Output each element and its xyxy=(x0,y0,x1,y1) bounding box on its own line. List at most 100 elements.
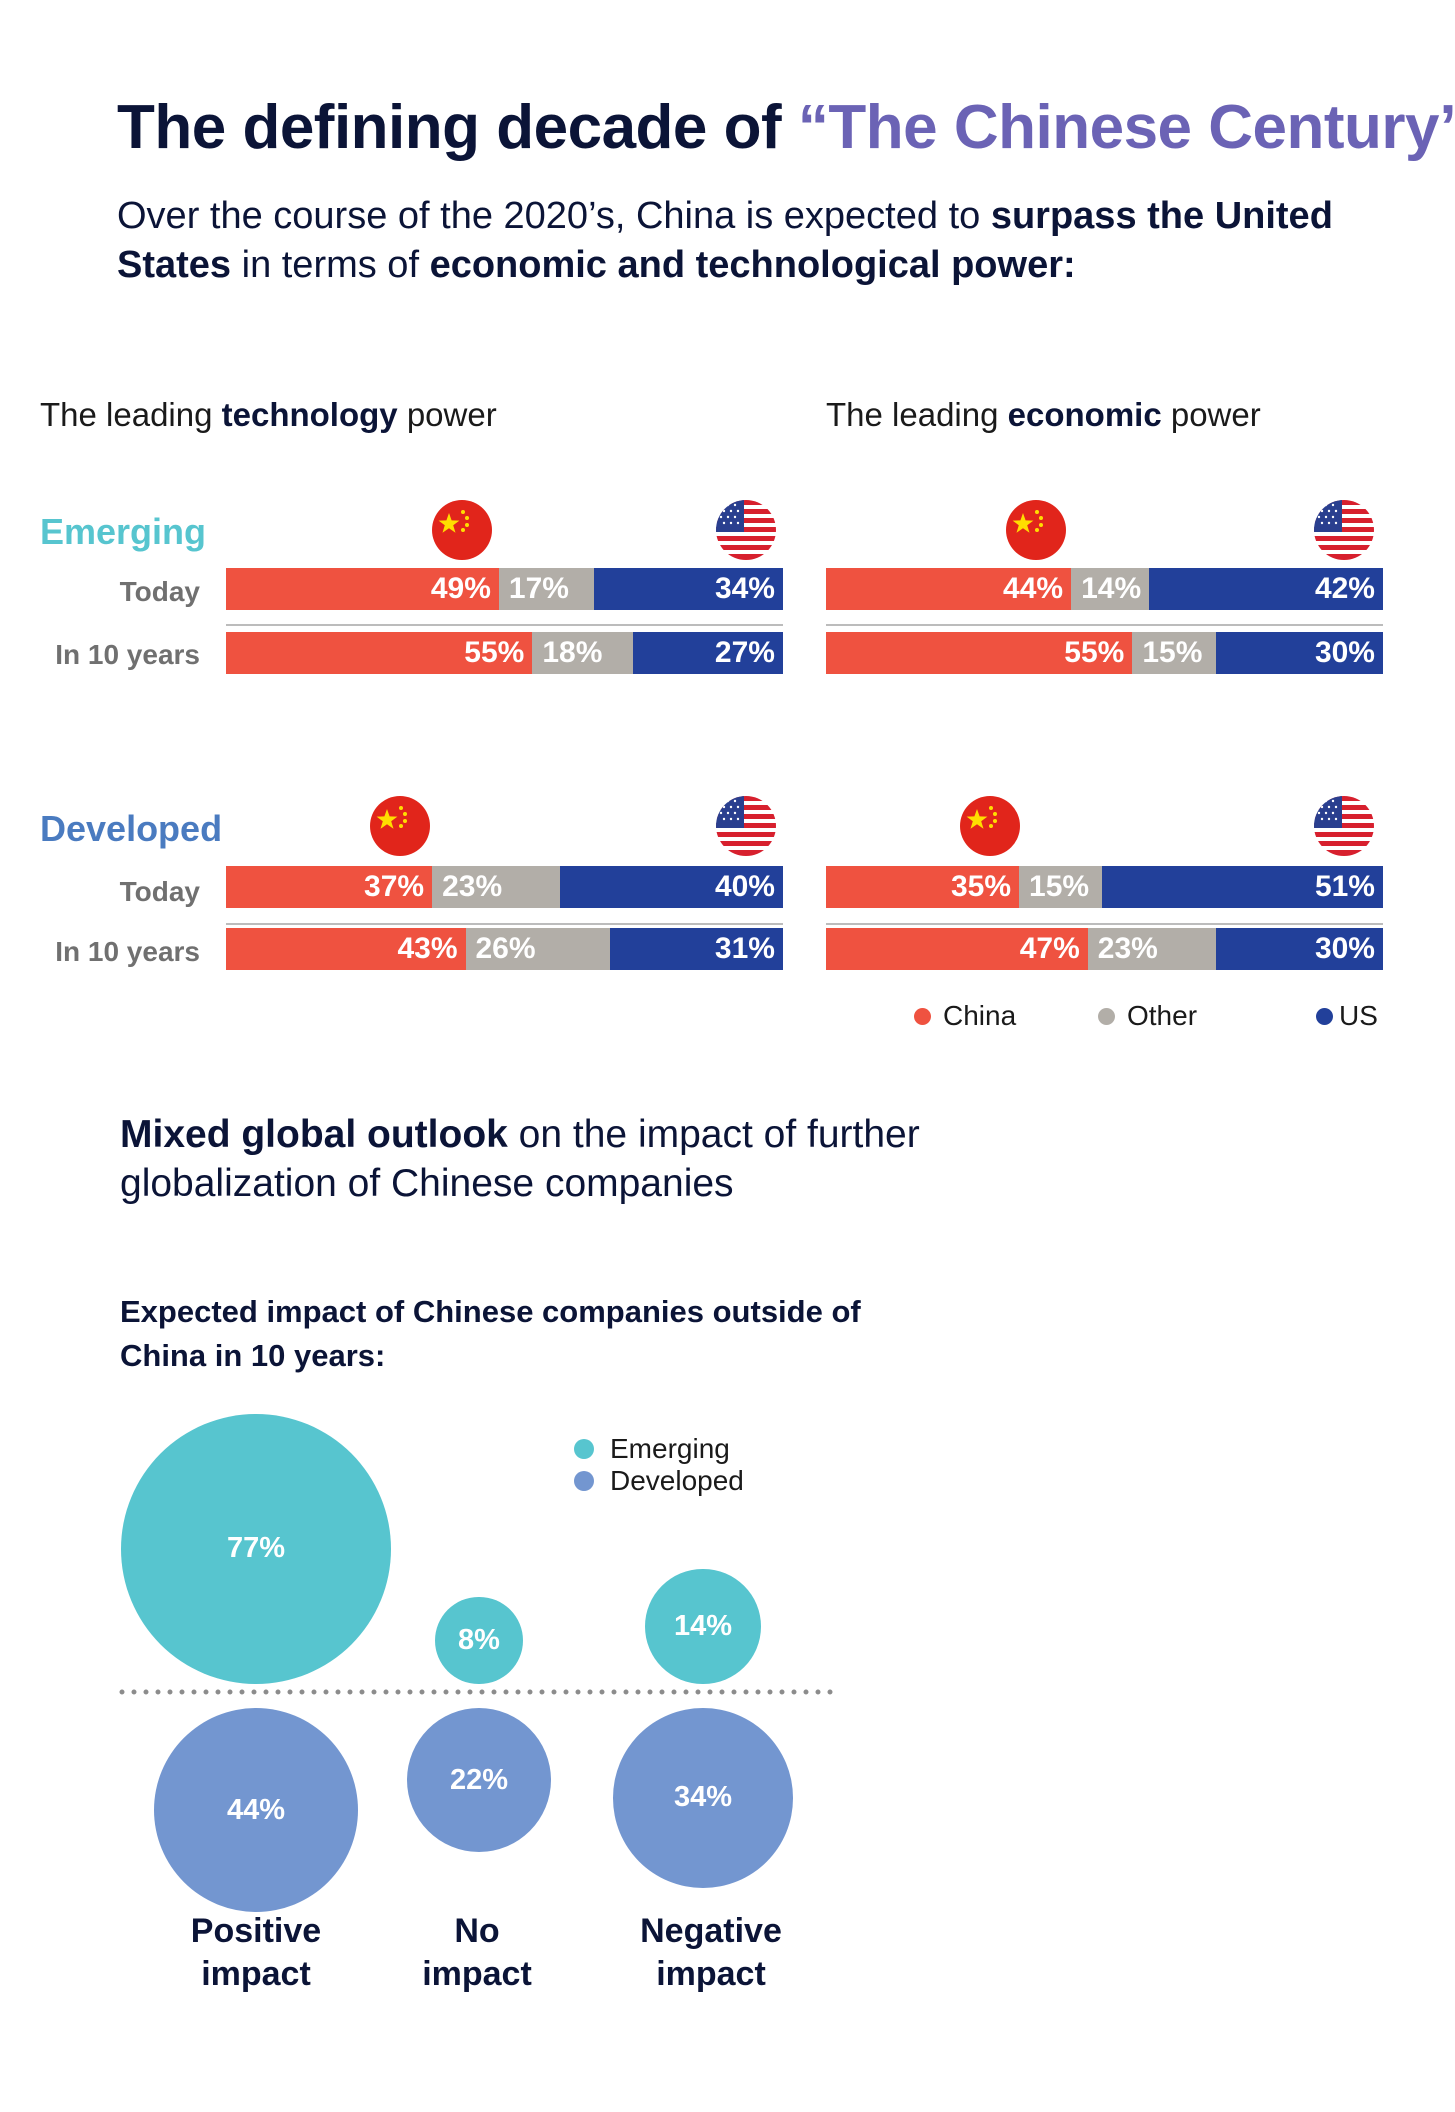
data-label: 18% xyxy=(542,636,603,669)
data-label: 44% xyxy=(226,1793,286,1826)
data-label: 27% xyxy=(714,636,775,669)
data-label: 43% xyxy=(397,932,458,965)
emerging-bubble: 77% xyxy=(120,1413,392,1684)
data-label: 30% xyxy=(1314,636,1375,669)
emerging-dot-icon xyxy=(574,1439,594,1459)
us-segment: 42% xyxy=(1149,568,1383,610)
other-segment: 15% xyxy=(1019,866,1102,908)
china-segment: 43% xyxy=(226,928,466,970)
data-label: 17% xyxy=(508,572,569,605)
data-label: 15% xyxy=(1029,870,1090,903)
china-segment: 49% xyxy=(226,568,499,610)
technology-section-title: The leading technology power xyxy=(40,396,497,434)
china-dot-icon xyxy=(914,1007,931,1025)
row-label-emerging-today: Today xyxy=(119,576,200,607)
china-flag-icon xyxy=(960,796,1020,856)
legend-label: Emerging xyxy=(610,1433,730,1464)
stacked-bar: 43% 26% 31% xyxy=(226,928,783,970)
china-flag-icon xyxy=(1006,500,1066,560)
developed-bubble: 22% xyxy=(406,1708,552,1853)
other-segment: 14% xyxy=(1071,568,1150,610)
legend-other: Other xyxy=(1098,1000,1197,1032)
us-segment: 31% xyxy=(610,928,783,970)
outlook-rest: on the impact of further globalization o… xyxy=(120,1113,920,1205)
stacked-bar: 49% 17% 34% xyxy=(226,568,783,610)
title-main: The defining decade of xyxy=(117,93,798,162)
data-label: 26% xyxy=(475,932,536,965)
divider xyxy=(826,923,1383,925)
data-label: 23% xyxy=(442,870,503,903)
china-segment: 37% xyxy=(226,866,433,908)
data-label: 37% xyxy=(364,870,425,903)
legend-label: Other xyxy=(1127,1000,1198,1031)
data-label: 34% xyxy=(714,572,775,605)
data-label: 42% xyxy=(1314,572,1375,605)
divider xyxy=(226,923,783,925)
us-segment: 34% xyxy=(593,568,783,610)
emerging-bubble: 14% xyxy=(645,1568,761,1684)
econ-title-post: power xyxy=(1161,396,1261,433)
category-label-line: impact xyxy=(656,1955,766,1993)
stacked-bar: 55% 15% 30% xyxy=(826,632,1383,674)
row-label-developed-10y: In 10 years xyxy=(55,936,200,967)
china-segment: 55% xyxy=(826,632,1133,674)
economic-section-title: The leading economic power xyxy=(826,396,1261,434)
row-label-developed-today: Today xyxy=(119,876,200,907)
china-segment: 44% xyxy=(826,568,1072,610)
data-label: 77% xyxy=(226,1532,286,1565)
impact-chart-title: Expected impact of Chinese companies out… xyxy=(120,1294,861,1373)
data-label: 55% xyxy=(464,636,525,669)
subtitle-part-3: economic and technological power: xyxy=(429,244,1076,286)
other-segment: 15% xyxy=(1132,632,1216,674)
tech-title-pre: The leading xyxy=(40,396,222,433)
econ-title-bold: economic xyxy=(1007,396,1162,433)
category-positive-impact: Positive impact xyxy=(106,1910,406,1996)
data-label: 23% xyxy=(1097,932,1158,965)
data-label: 51% xyxy=(1314,870,1375,903)
other-segment: 23% xyxy=(1087,928,1216,970)
china-segment: 55% xyxy=(226,632,533,674)
china-flag-icon xyxy=(370,796,430,856)
china-segment: 47% xyxy=(826,928,1088,970)
legend-label: US xyxy=(1339,1000,1378,1031)
data-label: 15% xyxy=(1142,636,1203,669)
subtitle-part-2: in terms of xyxy=(231,244,430,286)
data-label: 22% xyxy=(449,1763,509,1796)
divider xyxy=(826,624,1383,626)
category-label-line: impact xyxy=(422,1955,532,1993)
category-label-line: impact xyxy=(201,1955,311,1993)
divider xyxy=(226,624,783,626)
stacked-bar: 55% 18% 27% xyxy=(226,632,783,674)
category-label-line: Negative xyxy=(640,1912,782,1950)
data-label: 30% xyxy=(1314,932,1375,965)
baseline-dotted xyxy=(119,1689,837,1695)
us-segment: 40% xyxy=(560,866,783,908)
category-negative-impact: Negative impact xyxy=(561,1910,861,1996)
legend-developed: Developed xyxy=(574,1465,744,1497)
china-flag-icon xyxy=(432,500,492,560)
subtitle-part-0: Over the course of the 2020’s, China is … xyxy=(117,195,991,237)
data-label: 14% xyxy=(1081,572,1142,605)
stacked-bar: 47% 23% 30% xyxy=(826,928,1383,970)
title-accent: “The Chinese Century” xyxy=(797,93,1455,162)
stacked-bar: 44% 14% 42% xyxy=(826,568,1383,610)
category-no-impact: No impact xyxy=(327,1910,627,1996)
econ-title-pre: The leading xyxy=(826,396,1008,433)
subtitle-part-1: surpass the United States xyxy=(117,195,1333,286)
data-label: 47% xyxy=(1019,932,1080,965)
data-label: 40% xyxy=(714,870,775,903)
outlook-heading: Mixed global outlook on the impact of fu… xyxy=(120,1110,1020,1208)
developed-bubble: 34% xyxy=(613,1708,793,1888)
us-flag-icon xyxy=(716,796,776,856)
legend-label: Developed xyxy=(610,1465,744,1496)
row-label-emerging-10y: In 10 years xyxy=(55,639,200,670)
other-segment: 17% xyxy=(498,568,594,610)
emerging-bubble: 8% xyxy=(435,1596,523,1684)
us-dot-icon xyxy=(1316,1007,1333,1025)
us-flag-icon xyxy=(1314,500,1374,560)
legend-us: US xyxy=(1316,1000,1378,1032)
group-label-developed: Developed xyxy=(40,808,223,849)
stacked-bar: 35% 15% 51% xyxy=(826,866,1383,908)
data-label: 49% xyxy=(430,572,491,605)
